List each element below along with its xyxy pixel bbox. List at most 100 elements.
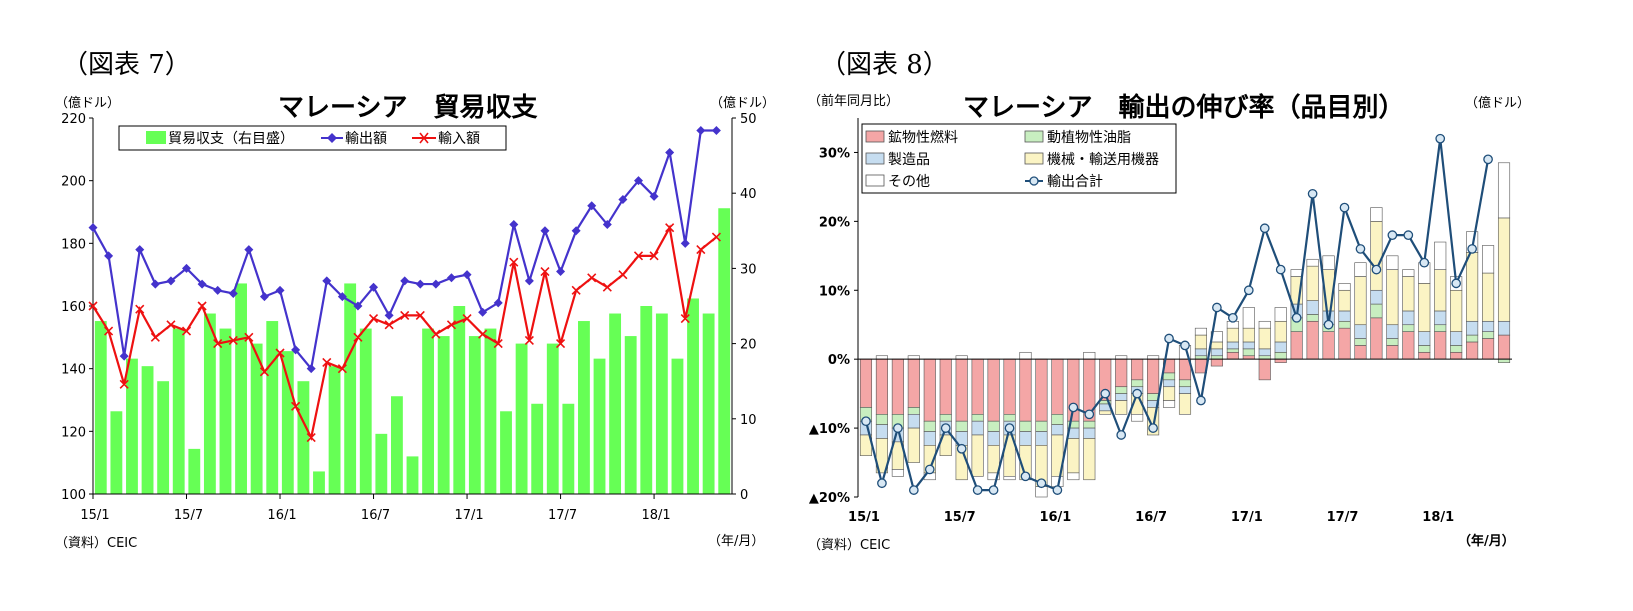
machinery-segment (1147, 407, 1160, 436)
imports-point (166, 320, 176, 330)
oil-segment (1131, 379, 1144, 388)
y-right-tick-label: 30 (740, 262, 757, 277)
legend-box (118, 125, 507, 151)
other-segment (955, 355, 968, 360)
total-point (1387, 230, 1398, 240)
fuel-segment (1386, 345, 1399, 360)
manufactured-segment (1083, 427, 1096, 439)
other-segment (1067, 472, 1080, 481)
x-tick-label: 15/7 (174, 508, 203, 523)
manufactured-segment (1194, 348, 1207, 357)
exports-point (415, 279, 425, 289)
exports-point (306, 364, 316, 374)
balance-bar (609, 313, 622, 494)
imports-point (711, 232, 721, 242)
manufactured-segment (1178, 386, 1192, 394)
other-segment (1131, 414, 1144, 422)
total-point (1403, 230, 1414, 240)
y-left-tick-label: 180 (61, 237, 86, 252)
total-point (1116, 430, 1127, 440)
x-tick-label: 15/7 (944, 510, 976, 525)
imports-point (384, 320, 394, 330)
balance-bar (203, 313, 216, 494)
y-right-unit-7: （億ドル） (710, 96, 776, 111)
source-8: （資料）CEIC (808, 538, 891, 553)
exports-point (384, 310, 394, 320)
machinery-segment (907, 427, 920, 463)
balance-bar (359, 328, 372, 494)
imports-point (696, 245, 706, 255)
other-segment (1035, 486, 1048, 498)
total-point (1212, 302, 1222, 313)
balance-bar (422, 328, 435, 494)
oil-segment (923, 420, 936, 432)
manufactured-segment (907, 414, 920, 429)
total-point (940, 423, 951, 433)
oil-segment (1242, 348, 1255, 357)
other-segment (1402, 269, 1415, 277)
manufactured-segment (1210, 348, 1223, 357)
total-point (1419, 257, 1430, 268)
total-point (1084, 409, 1095, 420)
other-segment (907, 355, 920, 360)
balance-bar (671, 358, 684, 494)
exports-point (462, 270, 472, 280)
oil-segment (1450, 345, 1463, 353)
y-left-tick-label: 160 (61, 300, 86, 315)
exports-point (400, 276, 410, 286)
exports-point (275, 285, 285, 295)
machinery-segment (1258, 327, 1271, 350)
total-point (1339, 202, 1350, 213)
fuel-segment (875, 358, 888, 415)
legend-manufactured-swatch (865, 152, 885, 165)
balance-bar (453, 306, 466, 494)
exports-point (244, 245, 254, 255)
other-segment (1338, 283, 1351, 291)
total-point (1371, 264, 1382, 275)
y-tick-label: 10% (819, 284, 850, 299)
oil-segment (1370, 303, 1383, 319)
balance-bar (297, 381, 310, 494)
exports-point (104, 251, 114, 261)
oil-segment (1083, 420, 1096, 429)
fuel-segment (1370, 317, 1383, 360)
machinery-segment (1434, 269, 1447, 312)
fuel-segment (1258, 358, 1271, 381)
balance-bar (718, 208, 731, 495)
x-tick-label: 17/7 (1327, 510, 1359, 525)
y-right-unit-8: （億ドル） (1465, 96, 1531, 111)
total-point (1467, 244, 1477, 254)
other-segment (1497, 162, 1511, 219)
oil-segment (1306, 314, 1319, 322)
other-segment (1147, 355, 1160, 360)
oil-segment (1051, 414, 1064, 425)
oil-segment (971, 414, 984, 422)
manufactured-segment (1019, 431, 1032, 446)
balance-bar (578, 321, 590, 494)
legend-oil-swatch (1024, 130, 1044, 143)
exports-point (665, 147, 675, 157)
y-right-tick-label: 10 (740, 413, 757, 428)
total-point (1483, 154, 1493, 165)
fuel-segment (1003, 358, 1016, 415)
y-left-tick-label: 220 (61, 112, 86, 127)
x-tick-label: 16/1 (267, 508, 296, 523)
y-left-unit-8: （前年同月比） (808, 94, 900, 109)
legend-total-label: 輸出合計 (1047, 174, 1103, 190)
manufactured-segment (875, 424, 888, 439)
machinery-segment (1242, 327, 1255, 343)
total-point (988, 485, 999, 495)
manufactured-segment (1306, 300, 1319, 315)
exports-point (182, 263, 192, 273)
imports-point (197, 301, 207, 311)
y-tick-label: 20% (819, 215, 850, 230)
exports-point (680, 238, 690, 248)
manufactured-segment (1402, 310, 1415, 326)
manufactured-segment (1370, 289, 1383, 305)
legend-7: 貿易収支（右目盛） 輸出額 輸入額 (118, 125, 507, 151)
balance-bar (157, 381, 170, 494)
x-tick-label: 16/7 (1135, 510, 1167, 525)
balance-bar (500, 411, 512, 494)
manufactured-segment (1258, 348, 1271, 357)
